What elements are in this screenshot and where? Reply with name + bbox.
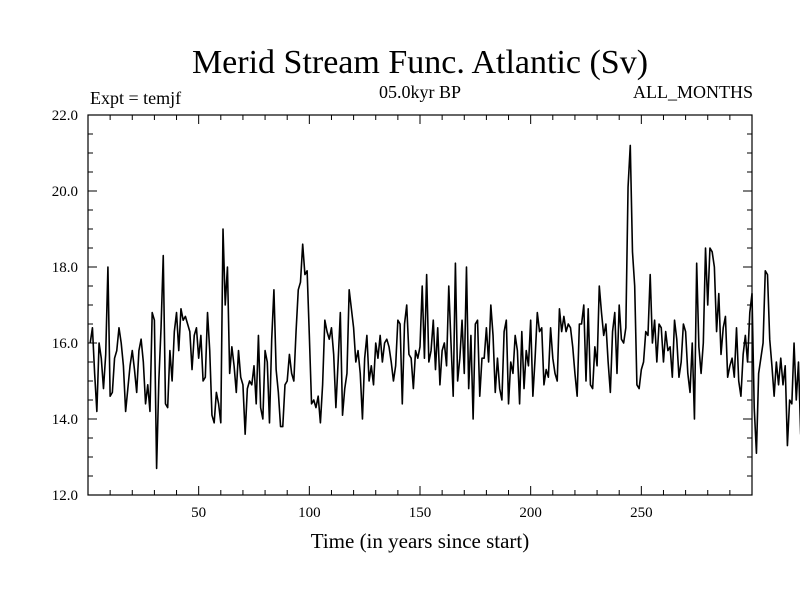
x-tick-label: 50 <box>191 505 206 521</box>
x-tick-label: 200 <box>519 505 542 521</box>
experiment-label: Expt = temjf <box>90 88 181 108</box>
y-tick-label: 22.0 <box>52 108 78 124</box>
y-tick-label: 20.0 <box>52 184 78 200</box>
x-axis-label: Time (in years since start) <box>311 529 530 553</box>
series-line-0 <box>89 144 800 470</box>
plot-frame <box>87 114 753 496</box>
x-tick-label: 150 <box>409 505 432 521</box>
chart-marks <box>89 144 800 470</box>
months-label: ALL_MONTHS <box>633 82 753 102</box>
y-tick-label: 16.0 <box>52 336 78 352</box>
x-tick-label: 250 <box>630 505 653 521</box>
axis-tick-labels: 50 100 150 200 250 12.0 14.0 16.0 18.0 20.0 22.0 <box>52 108 653 521</box>
y-tick-label: 14.0 <box>52 412 78 428</box>
period-label: 05.0kyr BP <box>379 82 461 102</box>
axis-ticks <box>88 115 752 495</box>
y-tick-label: 18.0 <box>52 260 78 276</box>
y-tick-label: 12.0 <box>52 488 78 504</box>
x-tick-label: 100 <box>298 505 321 521</box>
chart-title: Merid Stream Func. Atlantic (Sv) <box>192 44 648 81</box>
